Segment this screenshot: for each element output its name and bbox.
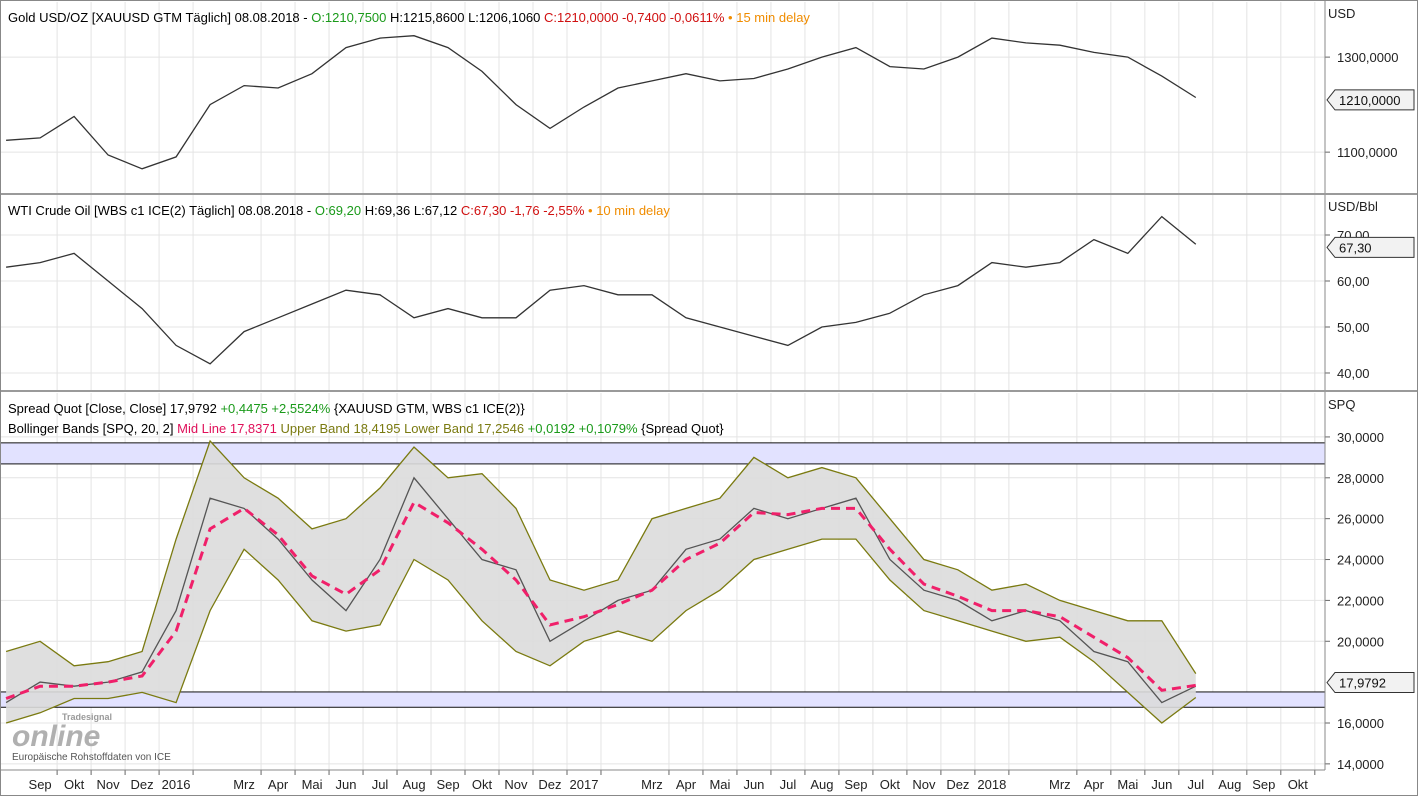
x-tick-label: Jun (336, 777, 357, 792)
last-value-label: 67,30 (1339, 240, 1372, 255)
x-tick-label: Aug (1218, 777, 1241, 792)
x-tick-label: Sep (1252, 777, 1275, 792)
header-part: H:1215,8600 L:1206,1060 (386, 10, 544, 25)
header-part: Upper Band 18,4195 Lower Band 17,2546 (277, 421, 524, 436)
x-tick-label: Apr (1084, 777, 1105, 792)
x-tick-label: 2016 (162, 777, 191, 792)
y-tick-label: 22,0000 (1337, 593, 1384, 608)
axis-unit: SPQ (1328, 397, 1355, 412)
header-part: Spread Quot [Close, Close] 17,9792 (8, 401, 220, 416)
x-tick-label: Nov (97, 777, 121, 792)
y-tick-label: 24,0000 (1337, 553, 1384, 568)
last-value-marker (1326, 236, 1415, 258)
header-part: • 15 min delay (724, 10, 810, 25)
header-part: Bollinger Bands [SPQ, 20, 2] (8, 421, 177, 436)
y-tick-label: 40,00 (1337, 366, 1370, 381)
panel-header: Spread Quot [Close, Close] 17,9792 +0,44… (8, 401, 525, 416)
x-tick-label: 2017 (570, 777, 599, 792)
x-tick-label: Mai (302, 777, 323, 792)
x-tick-label: Okt (1288, 777, 1309, 792)
series-line (6, 215, 1197, 365)
x-tick-label: Jul (1188, 777, 1205, 792)
header-part: H:69,36 L:67,12 (361, 203, 461, 218)
x-tick-label: Dez (538, 777, 561, 792)
header-part: Gold USD/OZ [XAUUSD GTM Täglich] 08.08.2… (8, 10, 311, 25)
y-tick-label: 1300,0000 (1337, 50, 1398, 65)
series-line (5, 538, 1197, 724)
panel-header: WTI Crude Oil [WBS c1 ICE(2) Täglich] 08… (8, 203, 670, 218)
y-tick-label: 26,0000 (1337, 512, 1384, 527)
watermark-small: Tradesignal (62, 712, 112, 722)
x-tick-label: Apr (268, 777, 289, 792)
header-part: O:1210,7500 (311, 10, 386, 25)
x-tick-label: Jun (743, 777, 764, 792)
x-tick-label: Mrz (1049, 777, 1071, 792)
x-tick-label: Sep (29, 777, 52, 792)
last-value-marker (1326, 672, 1415, 694)
watermark-large: online (12, 720, 100, 753)
header-part: • 10 min delay (584, 203, 670, 218)
y-tick-label: 20,0000 (1337, 634, 1384, 649)
zone (0, 442, 1326, 465)
header-part: C:67,30 -1,76 -2,55% (461, 203, 585, 218)
x-tick-label: Apr (676, 777, 697, 792)
x-tick-label: Nov (912, 777, 936, 792)
last-value-label: 17,9792 (1339, 676, 1386, 691)
header-part: Mid Line 17,8371 (177, 421, 277, 436)
y-tick-label: 1100,0000 (1337, 145, 1398, 160)
source-note: Europäische Rohstoffdaten von ICE (12, 752, 171, 763)
axis-unit: USD (1328, 6, 1355, 21)
x-tick-label: Sep (844, 777, 867, 792)
y-tick-label: 16,0000 (1337, 716, 1384, 731)
series-line (6, 35, 1197, 170)
x-tick-label: Jul (372, 777, 389, 792)
series-line (5, 500, 1197, 700)
x-tick-label: Mai (1117, 777, 1138, 792)
panel-header: Gold USD/OZ [XAUUSD GTM Täglich] 08.08.2… (8, 10, 810, 25)
header-part: +0,0192 +0,1079% (524, 421, 638, 436)
x-tick-label: Sep (436, 777, 459, 792)
x-tick-label: Jun (1151, 777, 1172, 792)
x-tick-label: Mai (709, 777, 730, 792)
series-line (5, 439, 1197, 674)
x-tick-label: Jul (780, 777, 797, 792)
header-part: +0,4475 +2,5524% (220, 401, 330, 416)
x-tick-label: Okt (472, 777, 493, 792)
y-tick-label: 30,0000 (1337, 430, 1384, 445)
x-tick-label: Nov (504, 777, 528, 792)
y-tick-label: 60,00 (1337, 274, 1370, 289)
last-value-label: 1210,0000 (1339, 93, 1400, 108)
x-tick-label: Aug (810, 777, 833, 792)
y-tick-label: 28,0000 (1337, 471, 1384, 486)
header-part: O:69,20 (315, 203, 361, 218)
x-tick-label: Dez (946, 777, 969, 792)
header-part: C:1210,0000 -0,7400 -0,0611% (544, 10, 725, 25)
x-tick-label: Aug (402, 777, 425, 792)
axis-unit: USD/Bbl (1328, 199, 1378, 214)
header-part: WTI Crude Oil [WBS c1 ICE(2) Täglich] 08… (8, 203, 315, 218)
header-part: {XAUUSD GTM, WBS c1 ICE(2)} (330, 401, 525, 416)
y-tick-label: 50,00 (1337, 320, 1370, 335)
y-tick-label: 14,0000 (1337, 757, 1384, 772)
x-tick-label: 2018 (977, 777, 1006, 792)
x-tick-label: Mrz (641, 777, 663, 792)
header-part: {Spread Quot} (638, 421, 725, 436)
x-tick-label: Okt (880, 777, 901, 792)
x-tick-label: Okt (64, 777, 85, 792)
zone (0, 691, 1326, 708)
last-value-marker (1326, 89, 1415, 111)
x-tick-label: Dez (131, 777, 154, 792)
panel-header: Bollinger Bands [SPQ, 20, 2] Mid Line 17… (8, 421, 724, 436)
x-tick-label: Mrz (233, 777, 255, 792)
